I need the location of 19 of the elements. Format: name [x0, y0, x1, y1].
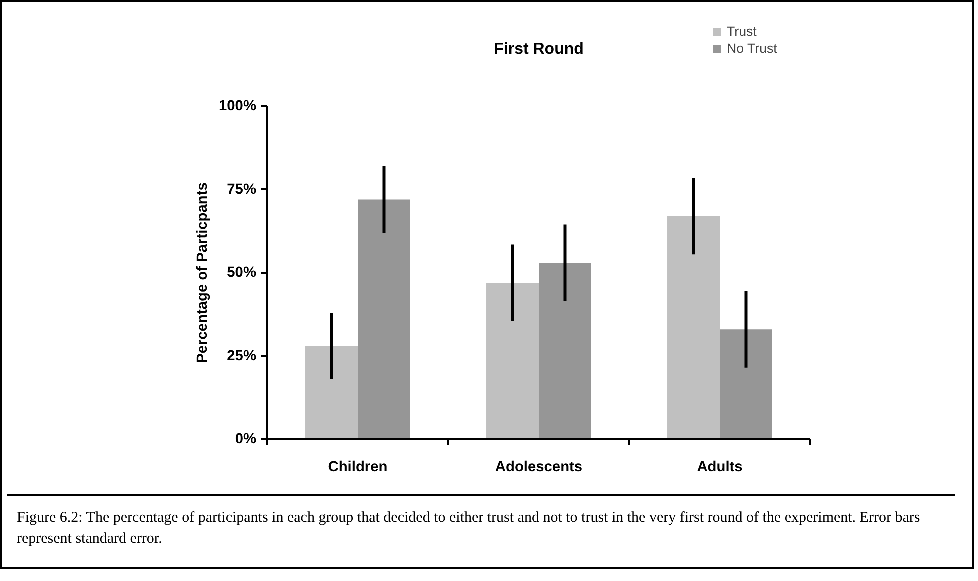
bar — [539, 263, 592, 440]
bar — [306, 346, 358, 440]
bar — [720, 330, 772, 440]
y-tick-label: 50% — [227, 265, 257, 281]
x-tick-label: Children — [328, 460, 388, 476]
bar — [668, 216, 720, 440]
x-tick-label: Adults — [697, 460, 743, 476]
bar — [358, 200, 410, 440]
y-axis-title: Percentage of Particpants — [195, 182, 212, 364]
x-tick-label: Adolescents — [495, 460, 583, 476]
y-tick-label: 100% — [219, 98, 257, 114]
y-tick-label: 0% — [235, 432, 257, 448]
caption: Figure 6.2: The percentage of participants in each group that decided to either trust and not to trust in the very first round of the experiment. Error bars represent standard error. — [17, 509, 922, 549]
chart-title: First Round — [494, 41, 584, 58]
legend-label: Trust — [727, 24, 757, 39]
y-tick-label: 75% — [227, 182, 257, 198]
y-tick-label: 25% — [227, 348, 257, 364]
legend-label: No Trust — [727, 41, 778, 56]
bar — [486, 282, 539, 440]
